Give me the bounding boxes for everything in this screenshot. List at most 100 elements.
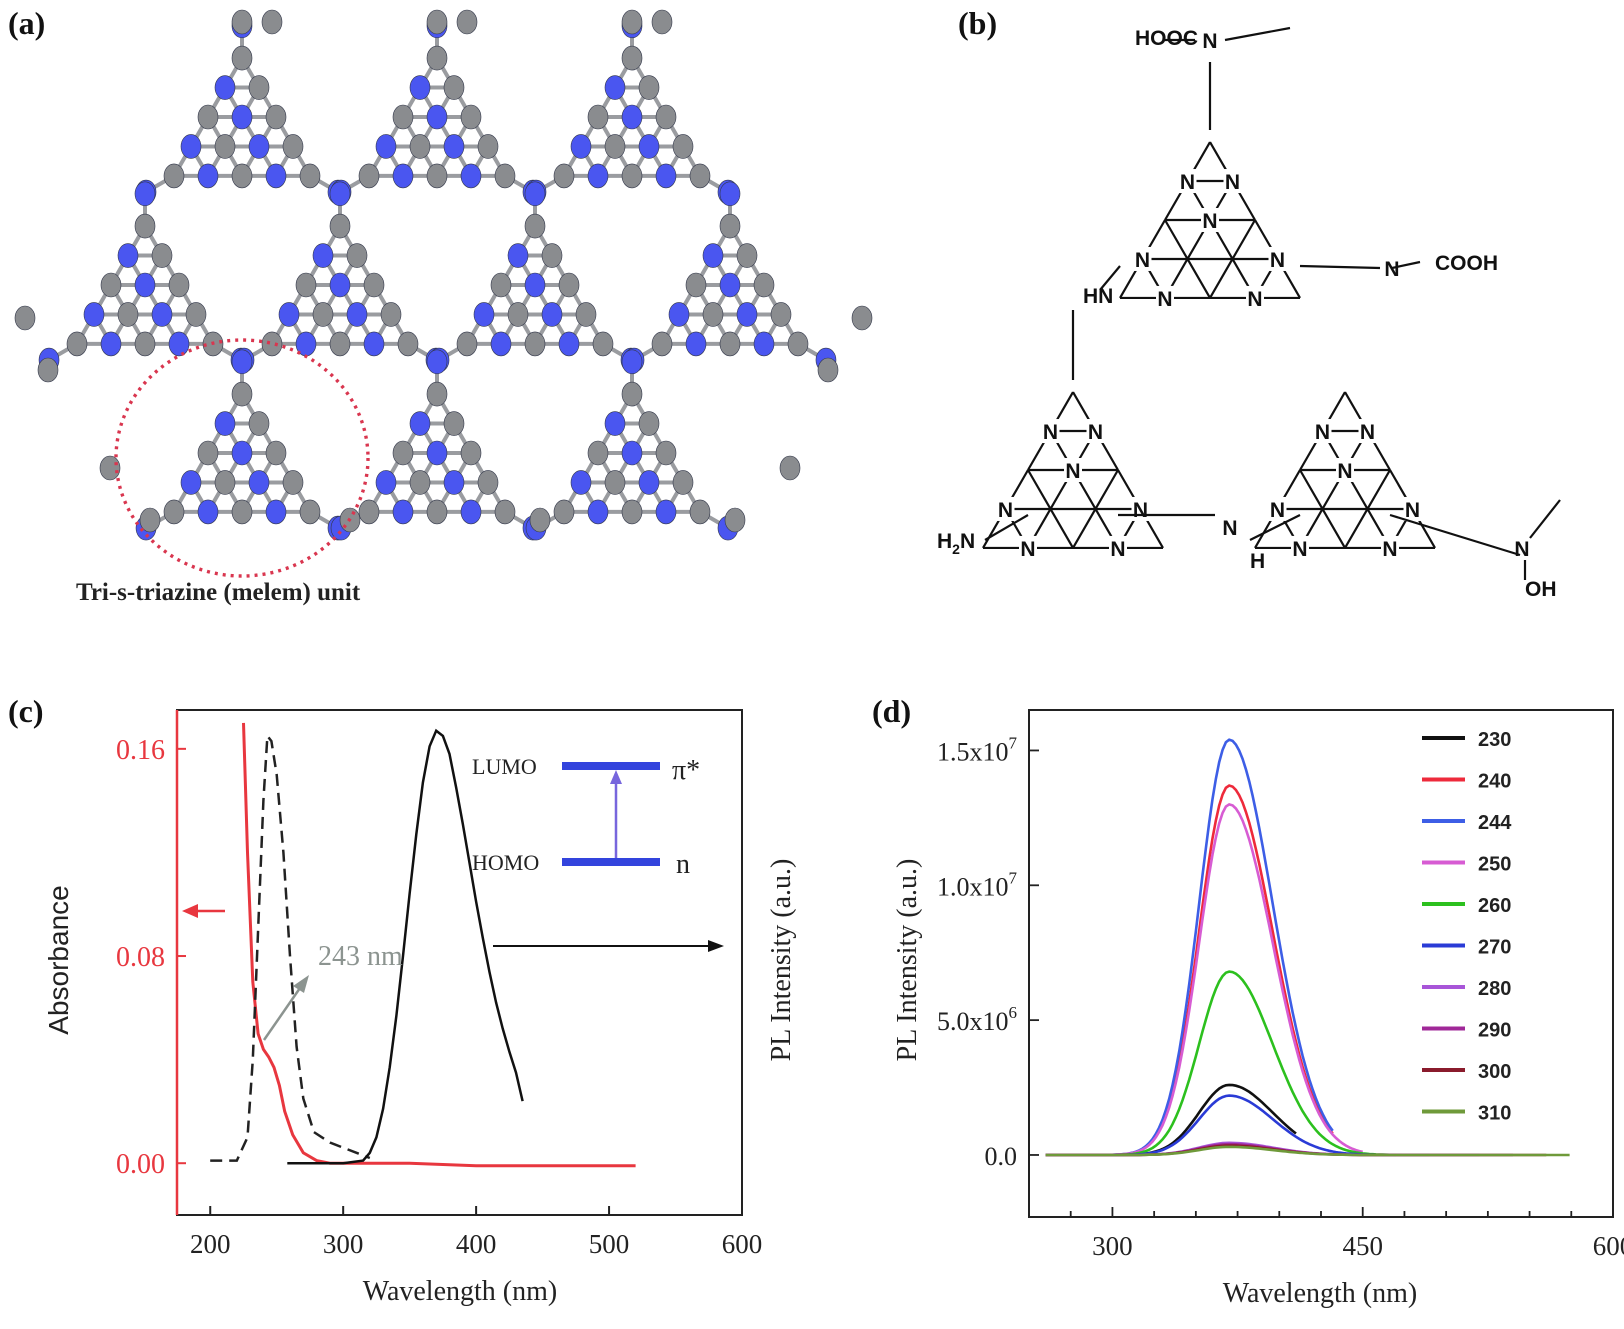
carbon-atom: [779, 455, 801, 481]
chem-bond: [1209, 258, 1234, 299]
nitrogen-atom: [134, 272, 156, 298]
series-260: [1045, 970, 1397, 1157]
atom-mask: [1358, 419, 1377, 444]
carbon-atom: [392, 104, 414, 130]
atom-mask: [1133, 246, 1152, 271]
carbon-atom: [231, 499, 253, 525]
series-excitation: [210, 732, 371, 1162]
legend-label-300: 300: [1478, 1061, 1511, 1083]
nitrogen-atom: [180, 470, 202, 495]
carbon-atom: [299, 499, 321, 525]
nitrogen-atom: [248, 470, 270, 495]
nitrogen-atom: [702, 243, 724, 268]
nitrogen-atom: [168, 331, 190, 357]
carbon-atom: [638, 75, 660, 100]
plot-c-frame: [176, 709, 743, 1216]
carbon-atom: [231, 381, 253, 407]
series-absorbance: [242, 722, 636, 1168]
nitrogen-atom: [312, 243, 334, 268]
carbon-atom: [100, 272, 122, 298]
carbon-atom: [770, 302, 792, 327]
carbon-atom: [358, 163, 380, 189]
nitrogen-atom: [736, 302, 758, 327]
nitrogen-symbol: N: [1315, 421, 1330, 444]
carbon-atom: [672, 134, 694, 159]
pl-arrow-head: [708, 940, 724, 952]
plot-c-y-ticks: 0.00 0.08 0.16: [116, 735, 186, 1180]
carbon-atom: [529, 507, 551, 533]
panel-c-label: (c): [8, 693, 44, 729]
carbon-atom: [261, 9, 283, 35]
carbon-atom: [214, 134, 236, 159]
carbon-atom: [231, 163, 253, 189]
nitrogen-symbol: N: [1405, 499, 1420, 522]
carbon-atom: [163, 499, 185, 525]
x-tick-label: 400: [456, 1229, 497, 1259]
nitrogen-symbol: N: [1135, 249, 1150, 272]
legend-label-270: 270: [1478, 937, 1511, 959]
carbon-atom: [655, 440, 677, 466]
nitrogen-symbol: N: [1202, 210, 1217, 233]
nitrogen-atom: [409, 411, 431, 436]
carbon-atom: [736, 243, 758, 268]
nitrogen-atom: [558, 331, 580, 357]
x-tick-label: 300: [1092, 1231, 1133, 1261]
nitrogen-symbol: N: [1270, 249, 1285, 272]
substituent-bond: [1224, 26, 1291, 42]
carbon-atom: [163, 163, 185, 189]
atom-mask: [1336, 458, 1354, 482]
carbon-atom: [197, 104, 219, 130]
carbon-atom: [443, 75, 465, 100]
carbon-atom: [134, 331, 156, 357]
carbon-atom: [426, 45, 448, 71]
atom-mask: [1109, 535, 1127, 560]
n-orbital-label: n: [676, 849, 690, 880]
carbon-atom: [443, 411, 465, 436]
carbon-atom: [604, 134, 626, 159]
nitrogen-symbol: N: [1088, 421, 1103, 444]
carbon-atom: [299, 163, 321, 189]
x-tick-label: 450: [1342, 1231, 1383, 1261]
lumo-label: LUMO: [472, 754, 537, 779]
carbon-atom: [329, 213, 351, 239]
plot-c-x-label: Wavelength (nm): [363, 1276, 557, 1307]
carbon-atom: [524, 331, 546, 357]
nitrogen-atom: [214, 411, 236, 436]
nitrogen-atom: [524, 272, 546, 298]
carbon-atom: [604, 470, 626, 495]
nitrogen-atom: [604, 75, 626, 100]
nitrogen-symbol: N: [1180, 171, 1195, 194]
nitrogen-atom: [719, 181, 741, 207]
chem-bond: [1231, 219, 1256, 260]
nitrogen-atom: [668, 302, 690, 327]
nitrogen-symbol: N: [1270, 499, 1285, 522]
atom-mask: [1223, 169, 1242, 194]
nitrogen-atom: [392, 499, 414, 525]
h2n-label: H2N: [937, 530, 975, 557]
substituent-bond: [1099, 265, 1121, 291]
carbon-atom: [265, 440, 287, 466]
legend-label-260: 260: [1478, 895, 1511, 917]
carbon-atom: [168, 272, 190, 298]
nitrogen-symbol: N: [1360, 421, 1375, 444]
carbon-atom: [295, 272, 317, 298]
nitrogen-atom: [248, 134, 270, 159]
y-tick-label: 0.16: [116, 735, 165, 766]
nitrogen-atom: [329, 272, 351, 298]
nitrogen-symbol: N: [998, 499, 1013, 522]
nitrogen-atom: [655, 163, 677, 189]
carbon-atom: [651, 331, 673, 357]
carbon-atom: [265, 104, 287, 130]
nitrogen-symbol: N: [1292, 538, 1307, 561]
nitrogen-atom: [278, 302, 300, 327]
cooh-label: COOH: [1435, 252, 1498, 275]
plot-d-x-label: Wavelength (nm): [1223, 1278, 1417, 1309]
carbon-atom: [282, 470, 304, 495]
substituent-bond: [1249, 514, 1301, 541]
carbon-atom: [494, 499, 516, 525]
carbon-atom: [392, 440, 414, 466]
nitrogen-atom: [231, 440, 253, 466]
hn-left-label: HN: [1083, 285, 1113, 308]
nitrogen-atom: [753, 331, 775, 357]
